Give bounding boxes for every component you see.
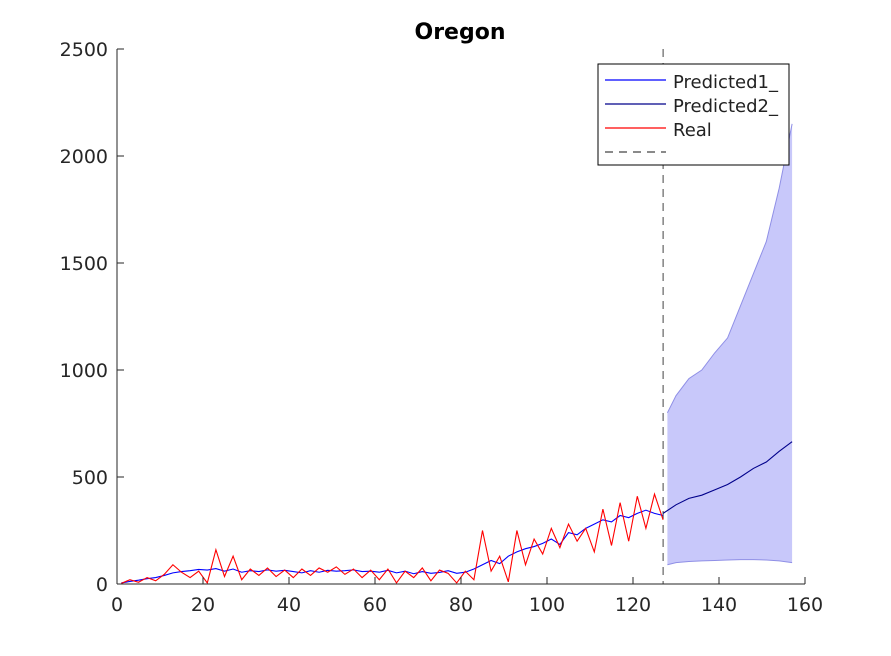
x-tick-label: 80 xyxy=(449,594,473,616)
confidence-band-area xyxy=(667,123,793,565)
x-tick-label: 140 xyxy=(701,594,737,616)
x-tick-label: 20 xyxy=(191,594,215,616)
axes-layer: 0 20 40 60 80 100 120 140 160 0 500 1000 1500 2000 250… xyxy=(60,39,823,616)
confidence-band-upper-edge xyxy=(666,123,793,414)
y-tick-label: 0 xyxy=(96,574,108,596)
series-layer xyxy=(121,441,793,585)
x-tick-label: 120 xyxy=(615,594,651,616)
confidence-band-lower-edge xyxy=(667,559,793,566)
x-tick-label: 60 xyxy=(363,594,387,616)
x-tick-label: 160 xyxy=(787,594,823,616)
y-tick-label: 2500 xyxy=(60,39,108,61)
x-tick-label: 0 xyxy=(111,594,123,616)
legend: Predicted1_ Predicted2_ Real xyxy=(597,63,790,166)
series-predicted2-line xyxy=(662,441,793,514)
y-tick-label: 500 xyxy=(72,467,108,489)
confidence-band-layer xyxy=(666,123,793,566)
series-real-line xyxy=(121,492,664,585)
y-tick-label: 2000 xyxy=(60,146,108,168)
legend-label-predicted2: Predicted2_ xyxy=(673,96,779,117)
y-tick-label: 1000 xyxy=(60,360,108,382)
x-tick-label: 40 xyxy=(277,594,301,616)
legend-box xyxy=(597,63,790,166)
y-tick-label: 1500 xyxy=(60,253,108,275)
legend-label-predicted1: Predicted1_ xyxy=(673,72,779,93)
legend-label-real: Real xyxy=(673,120,712,141)
x-tick-label: 100 xyxy=(529,594,565,616)
chart-title: Oregon xyxy=(415,20,506,45)
